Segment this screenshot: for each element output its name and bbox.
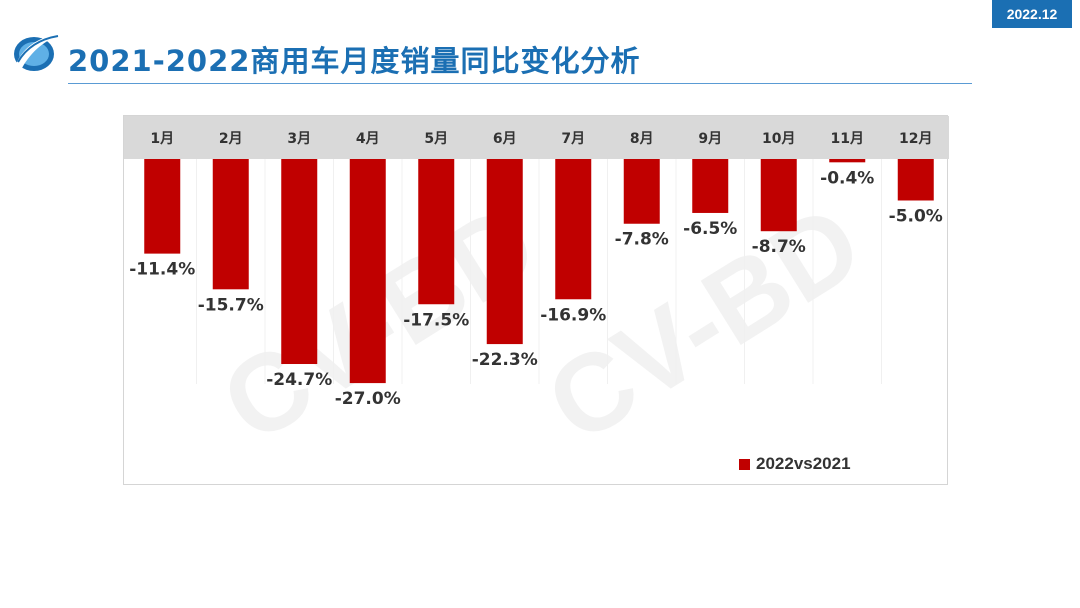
data-label: -15.7% — [198, 295, 264, 315]
category-label: 10月 — [762, 131, 795, 147]
bar — [212, 159, 249, 290]
data-label: -8.7% — [752, 237, 806, 257]
bar — [623, 159, 660, 224]
bar — [144, 159, 181, 254]
bar — [281, 159, 318, 365]
category-label: 6月 — [493, 131, 517, 147]
chart-frame: CV-BDCV-BD1月-11.4%2月-15.7%3月-24.7%4月-27.… — [123, 115, 949, 485]
category-header-band — [124, 116, 949, 159]
data-label: -17.5% — [403, 310, 469, 330]
data-label: -11.4% — [129, 260, 195, 280]
category-label: 11月 — [831, 131, 864, 147]
legend-label: 2022vs2021 — [756, 454, 851, 473]
data-label: -16.9% — [540, 305, 606, 325]
bar — [555, 159, 592, 300]
category-label: 4月 — [356, 131, 380, 147]
data-label: -24.7% — [266, 370, 332, 390]
bar — [418, 159, 455, 305]
title-divider — [68, 83, 972, 84]
category-label: 5月 — [424, 131, 448, 147]
data-label: -0.4% — [820, 168, 874, 188]
chart-legend: 2022vs2021 — [739, 454, 851, 474]
bar — [829, 159, 866, 163]
bar — [486, 159, 523, 345]
category-label: 9月 — [698, 131, 722, 147]
date-badge: 2022.12 — [992, 0, 1072, 28]
data-label: -7.8% — [615, 230, 669, 250]
category-label: 12月 — [899, 131, 932, 147]
page-title: 2021-2022商用车月度销量同比变化分析 — [68, 44, 641, 78]
data-label: -6.5% — [683, 219, 737, 239]
category-label: 3月 — [287, 131, 311, 147]
bar — [897, 159, 934, 201]
legend-swatch — [739, 458, 750, 470]
bar — [760, 159, 797, 232]
data-label: -22.3% — [472, 350, 538, 370]
data-label: -5.0% — [889, 207, 943, 227]
logo-icon — [14, 34, 62, 71]
bar — [349, 159, 386, 384]
data-label: -27.0% — [335, 389, 401, 409]
bar — [692, 159, 729, 213]
category-label: 2月 — [219, 131, 243, 147]
category-label: 8月 — [630, 131, 654, 147]
category-label: 1月 — [150, 131, 174, 147]
category-label: 7月 — [561, 131, 585, 147]
bar-chart: CV-BDCV-BD1月-11.4%2月-15.7%3月-24.7%4月-27.… — [124, 116, 949, 466]
